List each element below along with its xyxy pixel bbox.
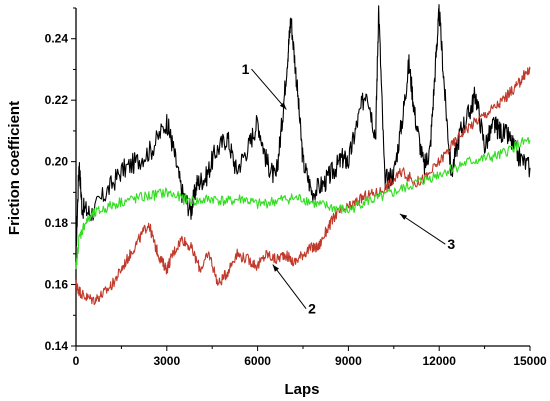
series-line-3 bbox=[75, 136, 531, 270]
annotation-arrowhead-2 bbox=[272, 264, 280, 272]
y-tick-label: 0.22 bbox=[45, 93, 69, 107]
x-tick-label: 6000 bbox=[244, 354, 271, 368]
annotation-leader-1 bbox=[251, 68, 287, 110]
ticks: 0 3000 6000 9000 12000 15000 0.14 0.16 0.18 0.20 0… bbox=[45, 7, 547, 368]
axes bbox=[75, 8, 530, 347]
series-line-1 bbox=[75, 4, 531, 254]
x-axis-title: Laps bbox=[284, 381, 319, 398]
annotation-label-2: 2 bbox=[308, 301, 316, 317]
x-tick-label: 15000 bbox=[513, 354, 547, 368]
y-tick-label: 0.16 bbox=[45, 278, 69, 292]
annotation-label-1: 1 bbox=[242, 61, 250, 77]
y-tick-label: 0.20 bbox=[45, 155, 69, 169]
annotations: 1 2 3 bbox=[242, 61, 456, 317]
annotation-label-3: 3 bbox=[447, 236, 455, 252]
x-tick-label: 9000 bbox=[335, 354, 362, 368]
x-tick-label: 12000 bbox=[423, 354, 457, 368]
y-tick-label: 0.18 bbox=[45, 216, 69, 230]
y-tick-label: 0.14 bbox=[45, 339, 69, 353]
series-lines bbox=[75, 4, 531, 306]
annotation-arrowhead-1 bbox=[279, 102, 287, 110]
x-tick-label: 0 bbox=[73, 354, 80, 368]
annotation-arrowhead-3 bbox=[399, 213, 408, 220]
y-axis-title: Friction coefficient bbox=[6, 101, 23, 235]
x-tick-label: 3000 bbox=[153, 354, 180, 368]
series-line-2 bbox=[75, 66, 531, 306]
annotation-leader-3 bbox=[399, 213, 446, 245]
y-tick-label: 0.24 bbox=[45, 32, 69, 46]
annotation-leader-2 bbox=[272, 264, 307, 310]
